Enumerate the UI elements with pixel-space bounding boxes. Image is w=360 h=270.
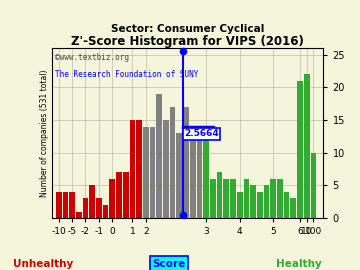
Bar xyxy=(76,211,82,218)
Bar xyxy=(96,198,102,218)
Text: Unhealthy: Unhealthy xyxy=(13,259,73,269)
Bar xyxy=(257,192,263,218)
Bar xyxy=(170,107,175,218)
Bar xyxy=(250,185,256,218)
Bar xyxy=(183,107,189,218)
Bar xyxy=(109,179,115,218)
Bar xyxy=(83,198,88,218)
Bar xyxy=(69,192,75,218)
Y-axis label: Number of companies (531 total): Number of companies (531 total) xyxy=(40,69,49,197)
Bar xyxy=(56,192,62,218)
Bar xyxy=(230,179,236,218)
Bar xyxy=(210,179,216,218)
Bar xyxy=(176,133,182,218)
Bar xyxy=(270,179,276,218)
Bar xyxy=(103,205,108,218)
Bar xyxy=(311,153,316,218)
Bar xyxy=(116,172,122,218)
Text: 2.5664: 2.5664 xyxy=(184,129,219,138)
Text: ©www.textbiz.org: ©www.textbiz.org xyxy=(55,53,129,62)
Bar xyxy=(284,192,289,218)
Bar xyxy=(264,185,269,218)
Bar xyxy=(190,133,195,218)
Bar xyxy=(63,192,68,218)
Text: Healthy: Healthy xyxy=(276,259,322,269)
Bar xyxy=(136,120,142,218)
Bar xyxy=(291,198,296,218)
Title: Z'-Score Histogram for VIPS (2016): Z'-Score Histogram for VIPS (2016) xyxy=(71,35,304,48)
Text: Sector: Consumer Cyclical: Sector: Consumer Cyclical xyxy=(111,23,264,34)
Bar xyxy=(156,94,162,218)
Bar xyxy=(123,172,129,218)
Bar xyxy=(150,127,156,218)
Bar xyxy=(217,172,222,218)
Bar xyxy=(304,74,310,218)
Bar xyxy=(297,81,303,218)
Bar xyxy=(237,192,243,218)
Text: The Research Foundation of SUNY: The Research Foundation of SUNY xyxy=(55,70,198,79)
Text: Score: Score xyxy=(153,259,186,269)
Bar xyxy=(197,133,202,218)
Bar xyxy=(203,133,209,218)
Bar xyxy=(89,185,95,218)
Bar xyxy=(163,120,169,218)
Bar xyxy=(130,120,135,218)
Bar xyxy=(277,179,283,218)
Bar xyxy=(243,179,249,218)
Bar xyxy=(224,179,229,218)
Bar xyxy=(143,127,149,218)
